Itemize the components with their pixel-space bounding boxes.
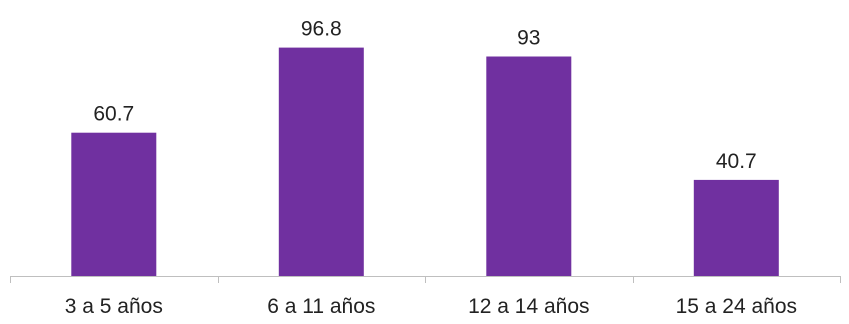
bars-group bbox=[71, 47, 779, 276]
data-labels-group: 60.7 96.8 93 40.7 bbox=[93, 18, 756, 173]
bar bbox=[278, 47, 364, 276]
bar bbox=[486, 56, 572, 276]
data-label: 40.7 bbox=[716, 150, 757, 173]
category-label: 12 a 14 años bbox=[468, 295, 589, 318]
data-label: 60.7 bbox=[93, 103, 134, 126]
data-label: 96.8 bbox=[301, 18, 342, 41]
bar bbox=[693, 179, 779, 276]
category-label: 3 a 5 años bbox=[65, 295, 163, 318]
category-labels-group: 3 a 5 años 6 a 11 años 12 a 14 años 15 a 24… bbox=[65, 295, 797, 318]
category-label: 15 a 24 años bbox=[676, 295, 797, 318]
x-axis bbox=[10, 276, 841, 283]
data-label: 93 bbox=[517, 27, 540, 50]
bar bbox=[71, 132, 157, 276]
category-label: 6 a 11 años bbox=[267, 295, 375, 318]
